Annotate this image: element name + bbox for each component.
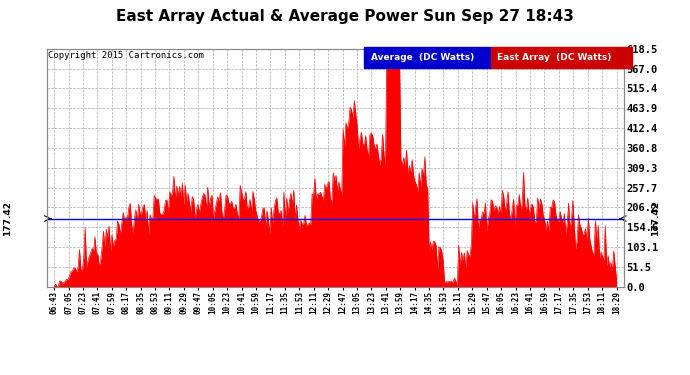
Text: Average  (DC Watts): Average (DC Watts) — [371, 53, 474, 62]
Text: 177.42: 177.42 — [3, 201, 12, 236]
Text: 177.42: 177.42 — [651, 201, 660, 236]
Text: East Array Actual & Average Power Sun Sep 27 18:43: East Array Actual & Average Power Sun Se… — [116, 9, 574, 24]
Text: East Array  (DC Watts): East Array (DC Watts) — [497, 53, 611, 62]
Text: Copyright 2015 Cartronics.com: Copyright 2015 Cartronics.com — [48, 51, 204, 60]
